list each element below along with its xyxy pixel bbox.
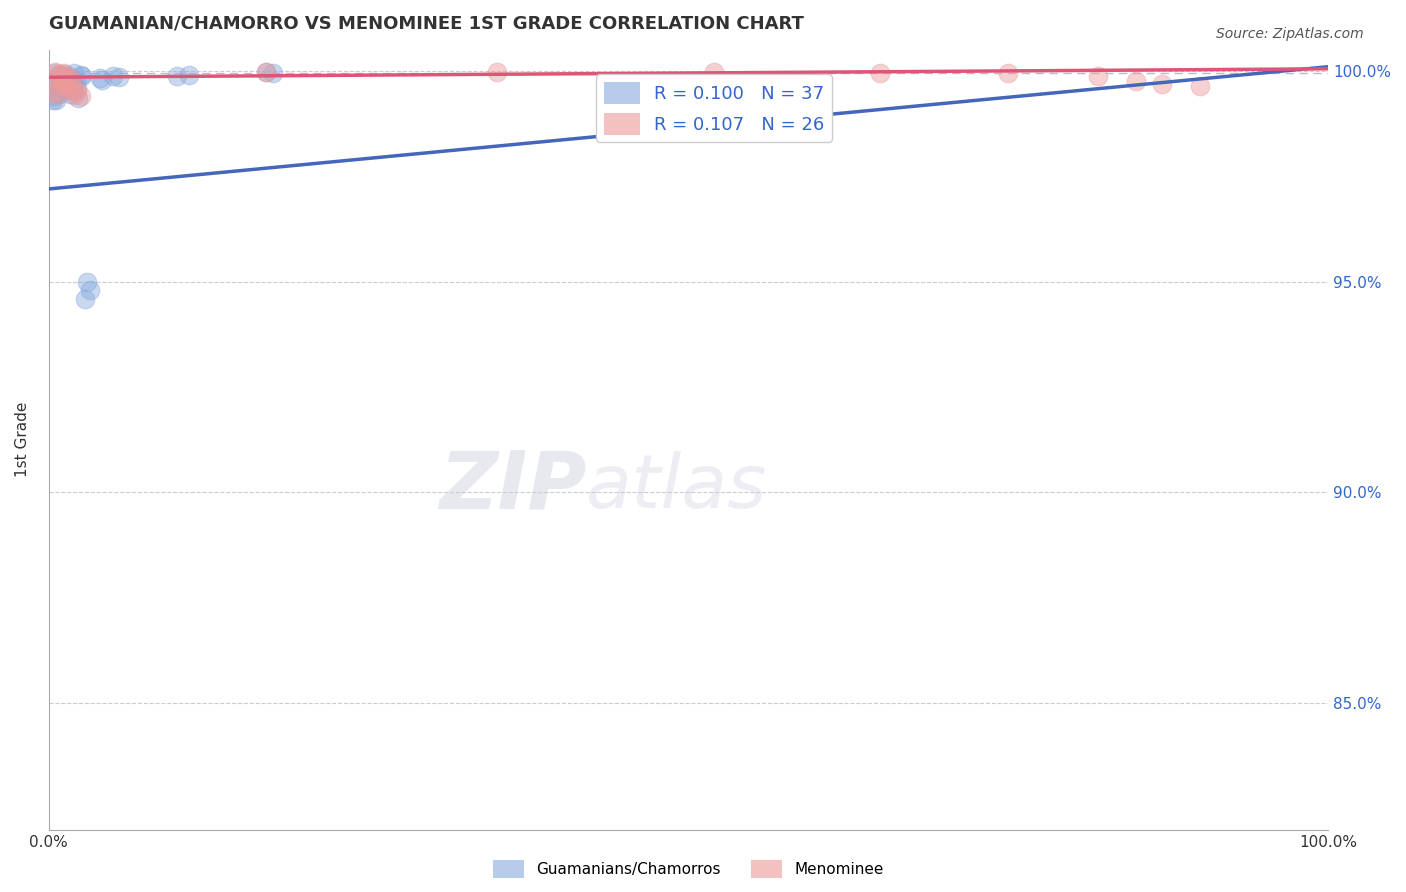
Point (485, 64, 508, 78)
Point (69, 89, 91, 103)
Point (45, 74, 67, 88)
Point (108, 70, 131, 85)
Point (45, 74, 67, 88)
Point (89, 71, 111, 86)
Point (70, 69, 93, 83)
Point (703, 64, 725, 78)
Legend: Guamanians/Chamorros, Menominee: Guamanians/Chamorros, Menominee (488, 854, 890, 885)
Point (1189, 78, 1212, 93)
Point (73, 292, 96, 306)
Point (53, 66, 76, 80)
Text: Source: ZipAtlas.com: Source: ZipAtlas.com (1216, 27, 1364, 41)
Point (869, 66, 891, 80)
Point (63, 66, 86, 80)
Point (52, 70, 75, 85)
Point (41, 94, 63, 108)
Y-axis label: 1st Grade: 1st Grade (15, 402, 30, 477)
Text: GUAMANIAN/CHAMORRO VS MENOMINEE 1ST GRADE CORRELATION CHART: GUAMANIAN/CHAMORRO VS MENOMINEE 1ST GRAD… (49, 15, 804, 33)
Point (1150, 78, 1173, 92)
Point (262, 66, 284, 80)
Point (44, 66, 66, 80)
Text: ZIP: ZIP (439, 448, 586, 525)
Text: atlas: atlas (586, 450, 768, 523)
Point (62, 78, 84, 92)
Point (52, 78, 75, 92)
Point (60, 73, 83, 87)
Point (42, 89, 65, 103)
Point (42, 86, 65, 100)
Point (48, 68, 70, 82)
Point (69, 68, 91, 82)
Point (51, 80, 73, 95)
Point (51, 70, 73, 85)
Point (55, 73, 77, 87)
Point (1125, 74, 1147, 88)
Point (51, 69, 73, 83)
Point (254, 64, 277, 78)
Point (58, 80, 80, 95)
Point (46, 78, 69, 93)
Point (58, 76, 80, 90)
Point (60, 72, 83, 87)
Point (254, 64, 277, 78)
Point (997, 66, 1019, 80)
Point (179, 68, 201, 82)
Point (49, 77, 72, 91)
Point (63, 88, 86, 103)
Point (53, 67, 76, 81)
Point (56, 70, 79, 85)
Point (166, 69, 188, 83)
Point (56, 69, 79, 83)
Point (91, 73, 114, 87)
Point (46, 87, 69, 101)
Point (49, 76, 72, 90)
Point (65, 74, 87, 88)
Point (55, 83, 77, 97)
Point (45, 94, 67, 108)
Point (67, 91, 90, 105)
Point (66, 84, 89, 98)
Point (48, 87, 70, 101)
Point (48, 67, 70, 81)
Point (44, 64, 66, 78)
Point (76, 275, 98, 289)
Point (101, 69, 124, 83)
Point (55, 78, 77, 93)
Point (59, 87, 82, 101)
Point (1087, 69, 1109, 83)
Point (62, 81, 84, 95)
Point (79, 283, 101, 297)
Point (66, 80, 89, 95)
